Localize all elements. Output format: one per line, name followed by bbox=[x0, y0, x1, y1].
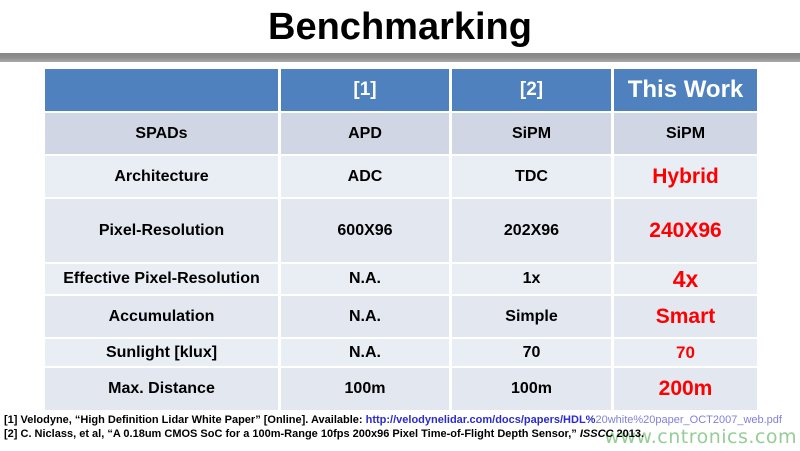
cell-this-work: 240X96 bbox=[614, 199, 757, 262]
title-divider bbox=[0, 53, 800, 62]
cell-ref-1: N.A. bbox=[281, 339, 449, 366]
reference-1: [1] Velodyne, “High Definition Lidar Whi… bbox=[4, 413, 800, 427]
row-label: Pixel-Resolution bbox=[45, 199, 278, 262]
cell-this-work: 70 bbox=[614, 339, 757, 366]
column-header-ref-1: [1] bbox=[281, 69, 449, 111]
row-label: Accumulation bbox=[45, 296, 278, 337]
cell-ref-2: 100m bbox=[452, 368, 611, 410]
row-label: Sunlight [klux] bbox=[45, 339, 278, 366]
reference-1-text: [1] Velodyne, “High Definition Lidar Whi… bbox=[4, 414, 366, 426]
cell-ref-1: N.A. bbox=[281, 264, 449, 294]
cell-ref-2: 70 bbox=[452, 339, 611, 366]
benchmark-table: [1] [2] This Work SPADs APD SiPM SiPM Architect… bbox=[45, 69, 757, 410]
cell-ref-1: 100m bbox=[281, 368, 449, 410]
reference-2-venue: ISSCC bbox=[579, 428, 614, 440]
cell-ref-2: 1x bbox=[452, 264, 611, 294]
cell-ref-2: Simple bbox=[452, 296, 611, 337]
cell-ref-2: 202X96 bbox=[452, 199, 611, 262]
reference-1-link[interactable]: http://velodynelidar.com/docs/papers/HDL… bbox=[366, 414, 782, 426]
cell-this-work: 4x bbox=[614, 264, 757, 294]
cell-this-work: 200m bbox=[614, 368, 757, 410]
cell-this-work: Smart bbox=[614, 296, 757, 337]
row-label: Effective Pixel-Resolution bbox=[45, 264, 278, 294]
cell-ref-1: 600X96 bbox=[281, 199, 449, 262]
column-header-ref-2: [2] bbox=[452, 69, 611, 111]
column-header-blank bbox=[45, 69, 278, 111]
reference-2: [2] C. Niclass, et al, “A 0.18um CMOS So… bbox=[4, 427, 800, 441]
cell-ref-1: ADC bbox=[281, 156, 449, 197]
cell-ref-1: N.A. bbox=[281, 296, 449, 337]
reference-2-text: [2] C. Niclass, et al, “A 0.18um CMOS So… bbox=[4, 428, 580, 440]
cell-ref-1: APD bbox=[281, 113, 449, 154]
reference-1-link-main: http://velodynelidar.com/docs/papers/HDL… bbox=[365, 414, 596, 426]
row-label: SPADs bbox=[45, 113, 278, 154]
reference-2-year: 2013. bbox=[613, 428, 645, 440]
cell-this-work: Hybrid bbox=[614, 156, 757, 197]
cell-ref-2: SiPM bbox=[452, 113, 611, 154]
row-label: Max. Distance bbox=[45, 368, 278, 410]
reference-1-link-tail: 20white%20paper_OCT2007_web.pdf bbox=[595, 414, 782, 426]
cell-ref-2: TDC bbox=[452, 156, 611, 197]
cell-this-work: SiPM bbox=[614, 113, 757, 154]
row-label: Architecture bbox=[45, 156, 278, 197]
references: [1] Velodyne, “High Definition Lidar Whi… bbox=[4, 413, 800, 441]
watermark: www.cntronics.com bbox=[604, 426, 797, 448]
page-title: Benchmarking bbox=[268, 6, 532, 48]
column-header-this-work: This Work bbox=[614, 69, 757, 111]
